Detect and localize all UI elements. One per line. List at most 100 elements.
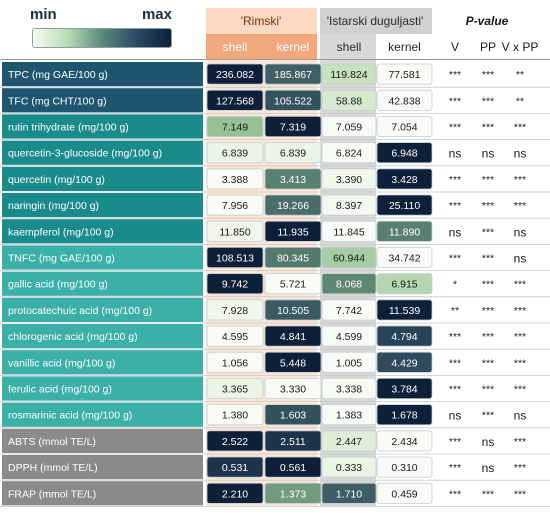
pvalue-column-0: V	[451, 40, 459, 54]
cell-value: 6.948	[391, 148, 417, 160]
heatmap-cell	[321, 351, 377, 373]
cell-value: 3.784	[391, 384, 417, 396]
cell-value: 5.448	[280, 357, 306, 369]
heatmap-cell	[206, 377, 264, 399]
pvalue-mark: ***	[482, 95, 494, 107]
row-label: rosmarinic acid (mg/100 g)	[8, 410, 132, 422]
legend-max-label: max	[141, 6, 172, 23]
heatmap-cell	[206, 246, 264, 268]
pvalue-mark: ***	[449, 95, 461, 107]
cell-value: 4.595	[222, 331, 248, 343]
row-label-bg	[2, 219, 203, 244]
cell-value: 2.210	[222, 488, 248, 500]
cell-value: 6.839	[222, 148, 248, 160]
pvalue-mark: ***	[514, 174, 526, 186]
heatmap-cell	[206, 220, 264, 242]
pvalue-mark: ns	[514, 252, 527, 266]
cell-value: 5.721	[280, 279, 306, 291]
pvalue-mark: ***	[482, 331, 494, 343]
row-label: ABTS (mmol TE/L)	[8, 436, 96, 448]
pvalue-column-1: PP	[480, 40, 496, 54]
cell-value: 3.338	[336, 384, 362, 396]
pvalue-mark: ns	[482, 435, 495, 449]
heatmap-cell	[376, 89, 433, 111]
heatmap-cell	[376, 351, 433, 373]
cell-value: 11.850	[219, 226, 250, 238]
cultivar-header-istarski: 'Istarski duguljasti'	[327, 14, 424, 28]
cell-value: 0.561	[280, 462, 306, 474]
cell-value: 1.383	[336, 410, 362, 422]
row-label-bg	[2, 297, 203, 322]
heatmap-cell	[206, 142, 264, 164]
row-label-bg	[2, 481, 203, 506]
row-label-bg	[2, 62, 203, 87]
heatmap-cell	[376, 63, 433, 85]
heatmap-cell	[321, 299, 377, 321]
pvalue-mark: ***	[449, 331, 461, 343]
heatmap-cell	[321, 246, 377, 268]
pvalue-mark: ***	[482, 174, 494, 186]
cell-value: 1.678	[391, 410, 417, 422]
heatmap-cell	[206, 168, 264, 190]
istarski-kernel-head-band	[376, 34, 432, 59]
pvalue-mark: ns	[449, 147, 462, 161]
cell-value: 119.824	[330, 69, 367, 81]
row-label: protocatechuic acid (mg/100 g)	[8, 305, 152, 317]
heatmap-cell	[321, 168, 377, 190]
row-label: vanillic acid (mg/100 g)	[8, 357, 115, 369]
cell-value: 7.149	[222, 122, 248, 134]
pvalue-mark: ***	[449, 69, 461, 81]
cell-value: 1.056	[222, 357, 248, 369]
cell-value: 1.373	[280, 488, 306, 500]
pvalue-mark: *	[453, 279, 457, 291]
pvalue-mark: ***	[482, 122, 494, 134]
heatmap-cell	[264, 430, 322, 452]
pvalue-mark: ***	[514, 462, 526, 474]
pvalue-mark: ***	[482, 488, 494, 500]
cell-value: 8.397	[336, 200, 362, 212]
cell-value: 3.390	[336, 174, 362, 186]
heatmap-cell	[321, 89, 377, 111]
cell-value: 11.539	[389, 305, 420, 317]
cell-value: 8.068	[336, 279, 362, 291]
cell-value: 3.428	[391, 174, 417, 186]
color-scale-legend: min max	[30, 6, 172, 52]
heatmap-cell	[376, 116, 433, 138]
heatmap-cell	[206, 63, 264, 85]
cell-value: 3.388	[222, 174, 248, 186]
heatmap-cell	[206, 273, 264, 295]
cell-value: 2.522	[222, 436, 248, 448]
rimski-parts-band	[206, 34, 317, 59]
cell-value: 34.742	[388, 253, 420, 265]
heatmap-cell	[376, 404, 433, 426]
heatmap-cell	[321, 220, 377, 242]
cell-value: 4.599	[336, 331, 362, 343]
cell-value: 3.365	[222, 384, 248, 396]
heatmap-cell	[264, 63, 322, 85]
istarski-header-band	[320, 8, 432, 34]
pvalue-mark: ***	[514, 200, 526, 212]
cell-value: 108.513	[216, 253, 254, 265]
heatmap-cell	[206, 299, 264, 321]
heatmap-cell	[376, 246, 433, 268]
heatmap-cell	[206, 89, 264, 111]
row-label-bg	[2, 193, 203, 218]
pvalue-mark: ***	[482, 253, 494, 265]
cell-value: 19.266	[277, 200, 309, 212]
heatmap-cell	[264, 89, 322, 111]
heatmap-cell	[321, 482, 377, 504]
heatmap-cell	[264, 142, 322, 164]
pvalue-column-2: V x PP	[502, 40, 539, 54]
pvalue-mark: ***	[482, 69, 494, 81]
heatmap-cell	[321, 194, 377, 216]
row-label: DPPH (mmol TE/L)	[8, 462, 98, 474]
pvalue-mark: **	[516, 69, 524, 81]
pvalue-mark: ***	[449, 462, 461, 474]
heatmap-cell	[206, 116, 264, 138]
part-header-3: kernel	[388, 40, 421, 54]
pvalue-mark: ***	[482, 305, 494, 317]
pvalue-mark: ***	[514, 122, 526, 134]
cell-value: 7.054	[391, 122, 417, 134]
pvalue-mark: ns	[449, 225, 462, 239]
cell-value: 9.742	[222, 279, 248, 291]
